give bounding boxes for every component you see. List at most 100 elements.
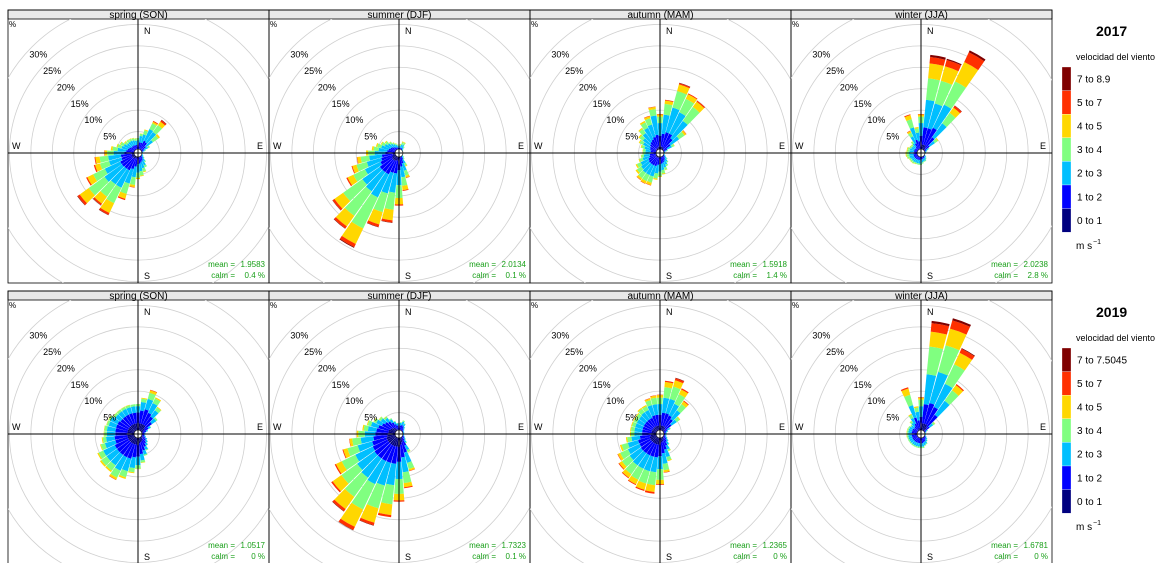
rose-segment: [954, 352, 973, 371]
ring-label: 20%: [318, 82, 336, 92]
rose-segment: [649, 146, 657, 152]
rose-segment: [121, 154, 133, 161]
rose-segment: [371, 172, 389, 198]
ring-label: 25%: [43, 66, 61, 76]
rose-segment: [911, 422, 916, 428]
rose-segment: [908, 413, 912, 417]
rose-segment: [933, 383, 953, 410]
compass-north: N: [666, 307, 673, 317]
rose-segment: [109, 157, 123, 166]
compass-west: W: [795, 141, 804, 151]
ring-label: 20%: [840, 82, 858, 92]
rose-segment: [143, 453, 148, 456]
rose-segment: [921, 159, 924, 163]
rose-segment: [401, 147, 404, 150]
calm-label: calm =: [733, 271, 757, 280]
rose-segment: [139, 453, 145, 461]
rose-segment: [915, 139, 920, 149]
ring-label: 20%: [579, 363, 597, 373]
rose-segment: [99, 207, 110, 215]
rose-segment: [346, 177, 353, 187]
rose-segment: [115, 436, 129, 444]
compass-east: E: [779, 141, 785, 151]
ring-label: 30%: [290, 50, 308, 60]
legend-bin-label: 0 to 1: [1077, 216, 1102, 227]
rose-segment: [687, 93, 698, 100]
rose-segment: [161, 119, 167, 125]
rose-segment: [124, 141, 129, 146]
rose-segment: [633, 417, 639, 423]
rose-segment: [621, 455, 634, 467]
rose-segment: [332, 475, 349, 492]
rose-segment: [906, 435, 908, 438]
rose-segment: [630, 426, 632, 432]
rose-segment: [938, 345, 960, 376]
rose-segment: [915, 411, 920, 421]
rose-segment: [372, 437, 388, 446]
rose-segment: [373, 435, 388, 441]
rose-segment: [93, 164, 98, 173]
rose-segment: [142, 432, 145, 434]
rose-segment: [676, 131, 685, 140]
rose-segment: [365, 169, 386, 192]
rose-segment: [116, 409, 121, 413]
wind-rose-panel: autumn (MAM) N S W E% 5%10% 15% 20% 25% 30% mean =…: [529, 9, 792, 284]
rose-segment: [918, 141, 921, 149]
calm-value: 0.1 %: [506, 552, 526, 561]
rose-segment: [110, 467, 121, 478]
rose-segment: [910, 160, 912, 163]
rose-segment: [921, 127, 928, 145]
rose-segment: [377, 443, 392, 459]
rose-segment: [116, 424, 129, 432]
rose-segment: [636, 166, 644, 173]
rose-segment: [370, 421, 380, 429]
rose-segment: [106, 448, 120, 462]
rose-segment: [101, 456, 111, 466]
compass-west: W: [273, 141, 282, 151]
rose-segment: [631, 465, 644, 480]
rose-segment: [389, 141, 393, 145]
rose-segment: [909, 420, 912, 423]
rose-segment: [126, 407, 133, 415]
ring-label: 5%: [625, 132, 638, 142]
rose-segment: [650, 115, 659, 136]
rose-segment: [647, 124, 656, 138]
rose-segment: [649, 154, 657, 158]
calm-value: 0 %: [773, 552, 787, 561]
panel-title: summer (DJF): [368, 291, 432, 302]
rose-segment: [349, 438, 354, 447]
rose-segment: [399, 144, 402, 145]
rose-segment: [660, 442, 665, 454]
legend-bin-label: 1 to 2: [1077, 192, 1102, 203]
ring-label: 25%: [43, 347, 61, 357]
rose-segment: [631, 435, 641, 442]
rose-segment: [339, 238, 355, 248]
rose-segment: [373, 417, 377, 423]
rose-segment: [643, 115, 650, 119]
rose-segment: [911, 435, 918, 438]
rose-segment: [114, 455, 127, 471]
rose-segment: [140, 461, 146, 463]
rose-segment: [103, 425, 106, 431]
rose-segment: [651, 139, 658, 149]
rose-segment: [912, 428, 918, 433]
rose-segment: [397, 145, 399, 148]
rose-segment: [403, 437, 406, 440]
rose-segment: [403, 434, 405, 436]
rose-segment: [635, 486, 645, 491]
rose-segment: [946, 58, 962, 66]
rose-segment: [663, 138, 673, 150]
rose-segment: [123, 442, 134, 458]
legend-bin-label: 0 to 1: [1077, 497, 1102, 508]
rose-segment: [141, 160, 146, 166]
legend-swatch: [1061, 184, 1072, 209]
rose-segment: [910, 159, 914, 162]
rose-segment: [108, 415, 112, 420]
rose-segment: [403, 432, 405, 434]
rose-segment: [627, 440, 640, 448]
rose-segment: [402, 154, 404, 156]
compass-west: W: [12, 141, 21, 151]
compass-south: S: [666, 271, 672, 281]
rose-segment: [648, 106, 656, 109]
rose-segment: [93, 168, 108, 182]
